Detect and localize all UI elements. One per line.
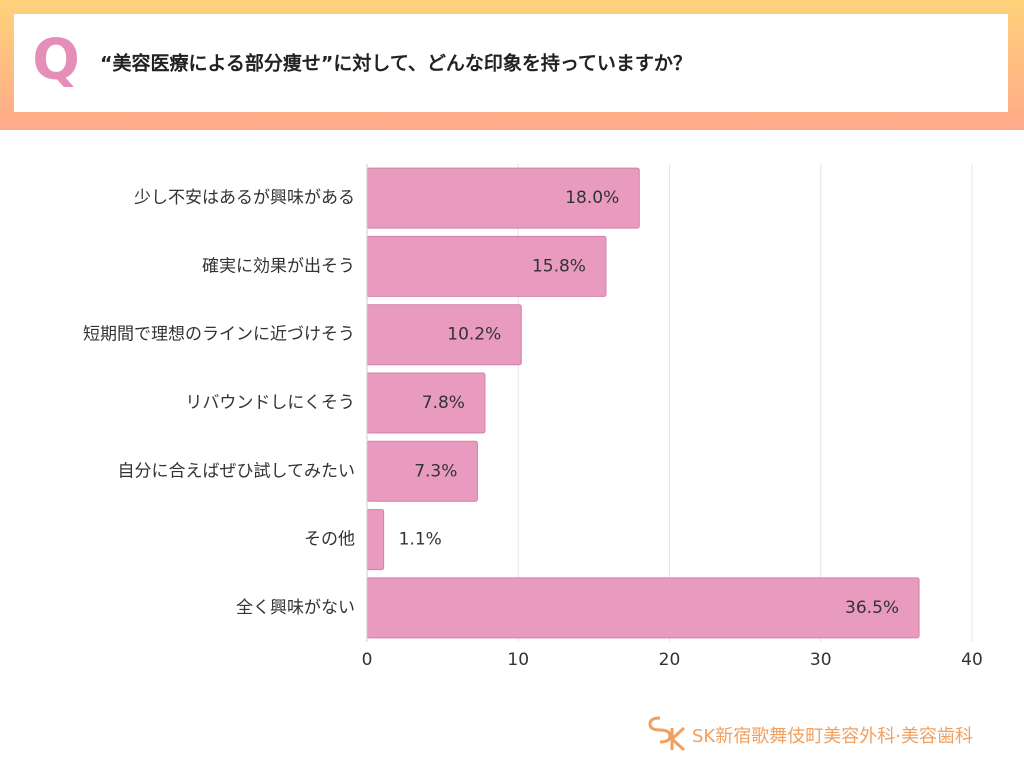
y-tick-label: 短期間で理想のラインに近づけそう — [83, 325, 355, 345]
q-badge: Q — [32, 28, 80, 93]
bar — [366, 509, 385, 571]
y-tick-label: リバウンドしにくそう — [185, 393, 355, 413]
y-tick-label: その他 — [304, 530, 355, 550]
logo-s — [648, 716, 672, 744]
y-tick-label: 全く興味がない — [236, 598, 355, 618]
value-label: 18.0% — [565, 188, 619, 208]
logo-icon — [648, 716, 686, 752]
value-label: 1.1% — [399, 530, 442, 550]
header-box — [14, 14, 1008, 112]
y-tick-label: 確実に効果が出そう — [202, 256, 355, 276]
bar — [366, 577, 920, 639]
value-label: 36.5% — [845, 598, 899, 618]
value-label: 15.8% — [532, 256, 586, 276]
x-tick-label: 0 — [362, 650, 373, 670]
question: “美容医療による部分痩せ”に対して、どんな印象を持っていますか？ — [100, 52, 692, 75]
x-tick-label: 30 — [810, 650, 832, 670]
y-tick-label: 少し不安はあるが興味がある — [134, 188, 355, 208]
brand: SK新宿歌舞伎町美容外科·美容歯科 — [692, 726, 973, 747]
x-tick-label: 40 — [961, 650, 983, 670]
value-label: 7.3% — [414, 461, 457, 481]
logo-k — [669, 726, 686, 752]
y-tick-label: 自分に合えばぜひ試してみたい — [118, 461, 356, 481]
x-tick-label: 20 — [659, 650, 681, 670]
value-label: 7.8% — [422, 393, 465, 413]
value-label: 10.2% — [447, 325, 501, 345]
x-tick-label: 10 — [507, 650, 529, 670]
